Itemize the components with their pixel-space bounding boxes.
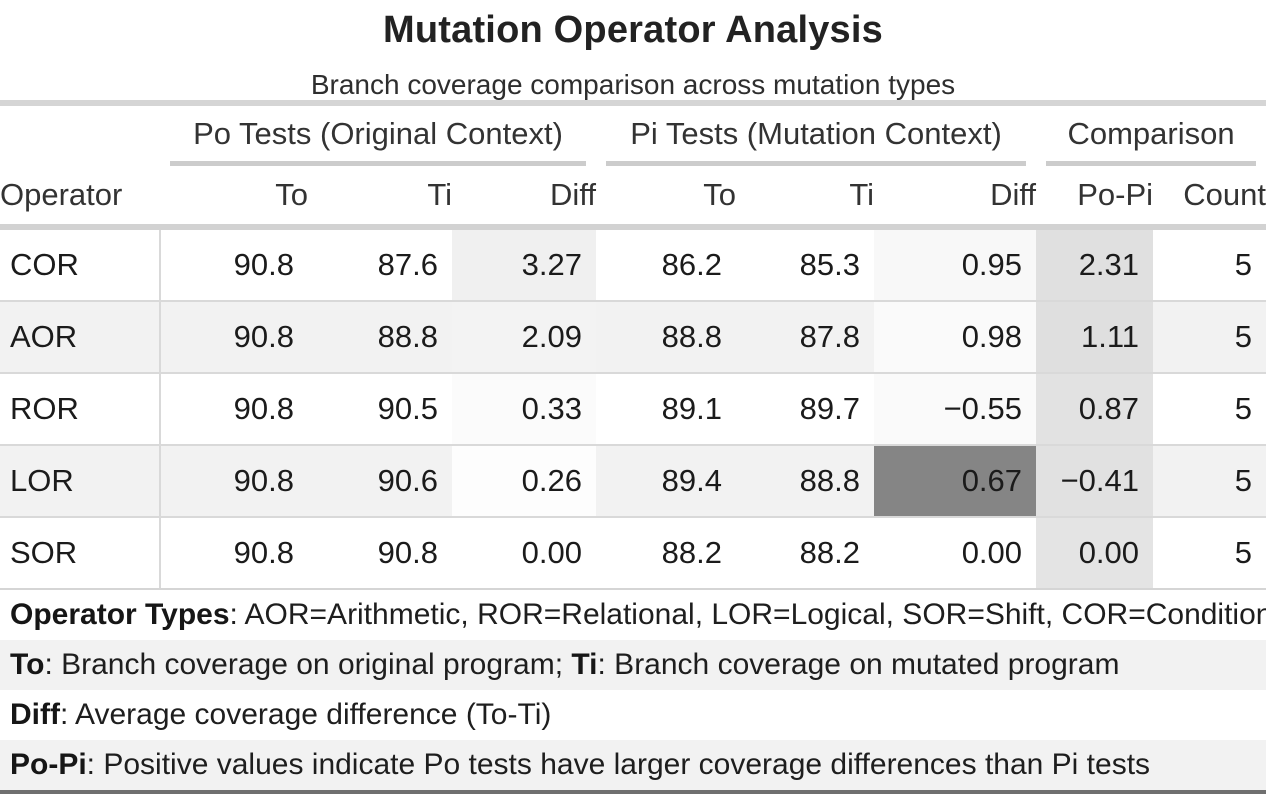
- po-to-cell: 90.8: [159, 227, 308, 301]
- po-ti-cell: 90.8: [308, 516, 452, 588]
- footnotes-section: Operator Types: AOR=Arithmetic, ROR=Rela…: [0, 588, 1266, 794]
- po-diff-cell: 0.26: [452, 444, 596, 517]
- operator-cell: AOR: [0, 300, 160, 373]
- count-cell: 5: [1153, 444, 1266, 517]
- group-header-empty: [0, 103, 160, 166]
- pi-ti-cell: 85.3: [799, 247, 860, 282]
- po-diff-cell: 0.33: [452, 372, 596, 445]
- footnote-bold-label: Ti: [571, 648, 598, 681]
- po-ti-cell: 87.6: [377, 247, 438, 282]
- count-cell: 5: [1153, 300, 1266, 373]
- column-header-po-to: To: [160, 166, 308, 230]
- pi-diff-cell: 0.95: [874, 227, 1037, 301]
- footnote-diff: Diff: Average coverage difference (To-Ti…: [0, 690, 1266, 740]
- column-header-po-ti: Ti: [308, 166, 452, 230]
- pi-ti-cell: 89.7: [736, 372, 874, 445]
- pi-ti-cell: 88.8: [736, 444, 874, 517]
- column-header-pi-ti: Ti: [736, 166, 874, 230]
- group-header-row: Po Tests (Original Context) Pi Tests (Mu…: [0, 103, 1266, 166]
- column-header-row: Operator To Ti Diff To Ti Diff Po-Pi Cou…: [0, 166, 1266, 230]
- po-diff-cell: 2.09: [452, 300, 596, 373]
- pi-to-cell: 89.4: [596, 444, 736, 517]
- footnote-bold-label: Operator Types: [10, 598, 230, 631]
- po-pi-cell: 0.87: [1036, 372, 1154, 445]
- group-header-po-tests: Po Tests (Original Context): [160, 103, 596, 166]
- group-header-comparison-label: Comparison: [1046, 106, 1257, 166]
- footnote-text: : AOR=Arithmetic, ROR=Relational, LOR=Lo…: [229, 598, 1266, 631]
- footnote-bold-label: Po-Pi: [10, 748, 87, 781]
- column-header-count: Count: [1153, 166, 1266, 230]
- po-to-cell: 90.8: [159, 444, 308, 517]
- operator-cell: COR: [10, 247, 79, 282]
- footnote-bold-label: To: [10, 648, 45, 681]
- pi-to-cell: 88.2: [596, 516, 736, 588]
- page-subtitle: Branch coverage comparison across mutati…: [310, 69, 956, 100]
- group-header-pi-tests-label: Pi Tests (Mutation Context): [606, 106, 1027, 166]
- table-row-lor: LOR 90.8 90.6 0.26 89.4 88.8 0.67 −0.41 …: [0, 444, 1266, 517]
- pi-diff-cell: 0.98: [874, 300, 1037, 373]
- po-pi-cell: −0.41: [1036, 444, 1154, 517]
- count-cell: 5: [1234, 247, 1253, 282]
- po-pi-cell: 1.11: [1036, 300, 1154, 373]
- footnote-text: : Branch coverage on mutated program: [597, 648, 1120, 681]
- po-to-cell: 90.8: [159, 300, 308, 373]
- count-cell: 5: [1153, 372, 1266, 445]
- pi-diff-cell: 0.00: [874, 516, 1037, 588]
- operator-cell: SOR: [0, 516, 160, 588]
- column-header-po-diff: Diff: [452, 166, 596, 230]
- operator-cell: LOR: [0, 444, 160, 517]
- group-header-comparison: Comparison: [1036, 103, 1266, 166]
- pi-diff-cell: −0.55: [874, 372, 1037, 445]
- footnote-text: : Positive values indicate Po tests have…: [86, 748, 1151, 781]
- page-title: Mutation Operator Analysis: [383, 9, 883, 51]
- footnote-text: : Average coverage difference (To-Ti): [59, 698, 552, 731]
- po-diff-cell: 3.27: [452, 227, 596, 301]
- po-diff-cell: 0.00: [452, 516, 596, 588]
- po-ti-cell: 90.6: [308, 444, 452, 517]
- po-ti-cell: 88.8: [308, 300, 452, 373]
- po-to-cell: 90.8: [159, 516, 308, 588]
- pi-to-cell: 86.2: [661, 247, 722, 282]
- group-header-po-tests-label: Po Tests (Original Context): [170, 106, 586, 166]
- pi-ti-cell: 88.2: [736, 516, 874, 588]
- footnote-po-pi: Po-Pi: Positive values indicate Po tests…: [0, 740, 1266, 790]
- pi-to-cell: 88.8: [596, 300, 736, 373]
- operator-cell: ROR: [0, 372, 160, 445]
- po-ti-cell: 90.5: [308, 372, 452, 445]
- column-header-po-pi: Po-Pi: [1036, 166, 1154, 230]
- table-row-ror: ROR 90.8 90.5 0.33 89.1 89.7 −0.55 0.87 …: [0, 372, 1266, 445]
- column-header-pi-to: To: [596, 166, 736, 230]
- table-row-aor: AOR 90.8 88.8 2.09 88.8 87.8 0.98 1.11 5: [0, 300, 1266, 373]
- pi-to-cell: 89.1: [596, 372, 736, 445]
- footnote-operator-types: Operator Types: AOR=Arithmetic, ROR=Rela…: [0, 590, 1266, 640]
- group-header-pi-tests: Pi Tests (Mutation Context): [596, 103, 1036, 166]
- footnote-text: : Branch coverage on original program;: [44, 648, 572, 681]
- table-row-cor: COR 90.8 87.6 3.27 86.2 85.3 0.95 2.31 5: [0, 227, 1266, 301]
- footnote-bold-label: Diff: [10, 698, 60, 731]
- table-row-sor: SOR 90.8 90.8 0.00 88.2 88.2 0.00 0.00 5: [0, 516, 1266, 588]
- column-header-operator: Operator: [0, 166, 160, 230]
- column-header-pi-diff: Diff: [874, 166, 1037, 230]
- count-cell: 5: [1153, 516, 1266, 588]
- po-pi-cell: 2.31: [1036, 227, 1154, 301]
- pi-ti-cell: 87.8: [736, 300, 874, 373]
- po-to-cell: 90.8: [159, 372, 308, 445]
- mutation-operator-table: Po Tests (Original Context) Pi Tests (Mu…: [0, 100, 1266, 588]
- po-pi-cell: 0.00: [1036, 516, 1154, 588]
- pi-diff-cell: 0.67: [874, 444, 1037, 517]
- footnote-to-ti: To: Branch coverage on original program;…: [0, 640, 1266, 690]
